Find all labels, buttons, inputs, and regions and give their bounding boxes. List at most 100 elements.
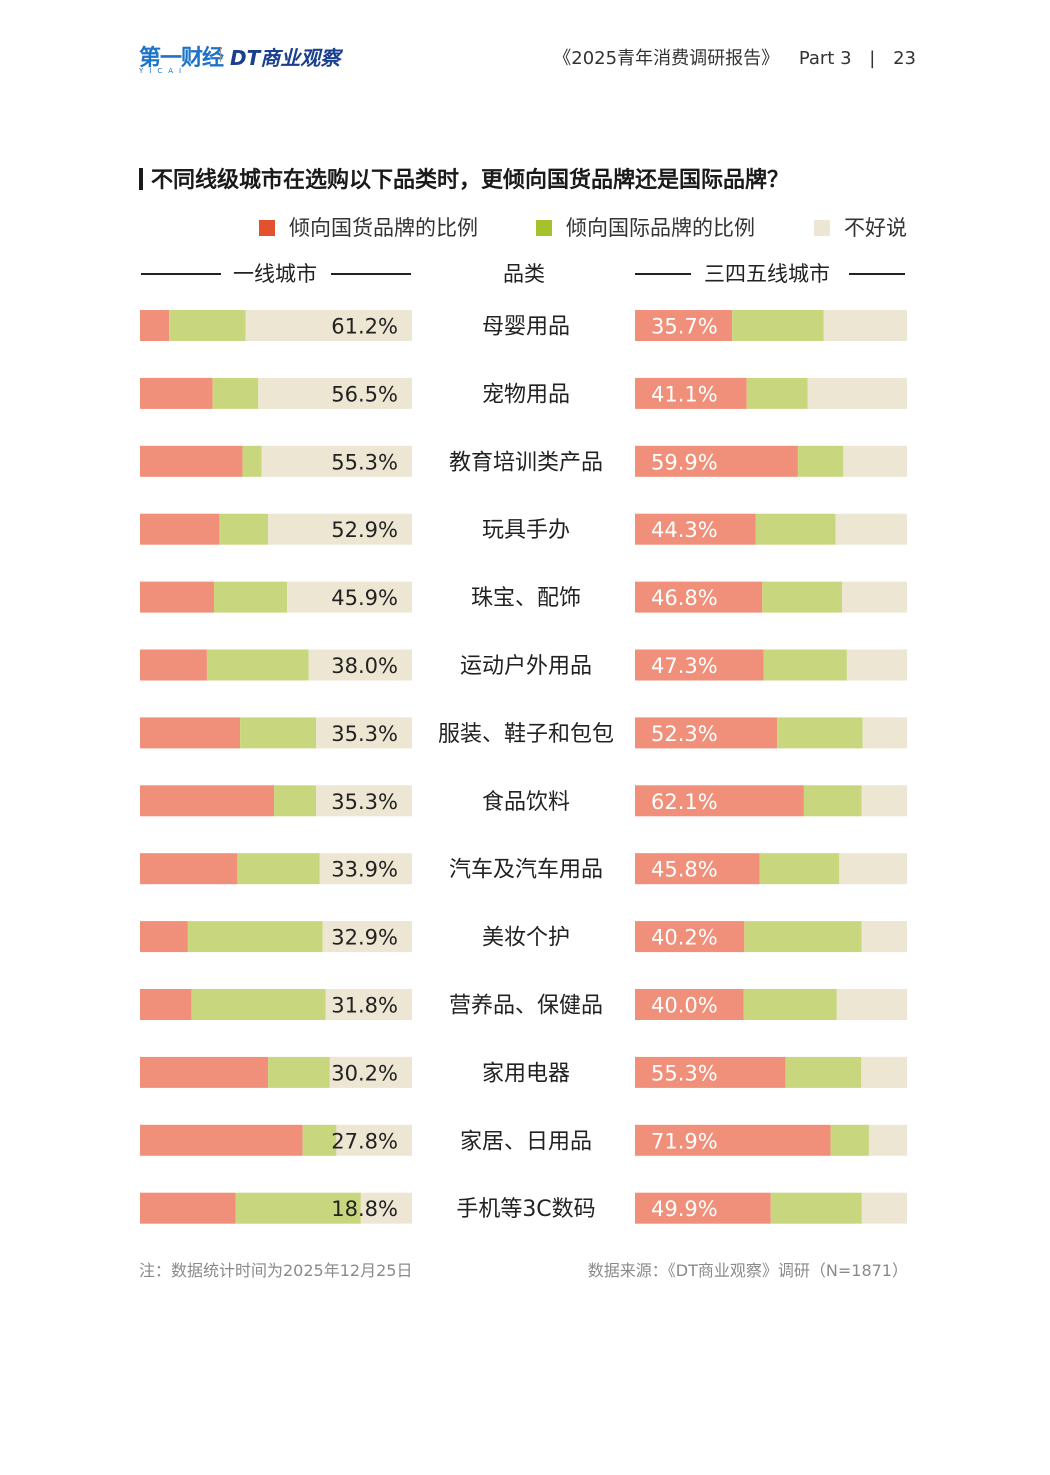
- bar-segment-international: [777, 717, 863, 749]
- legend-international-swatch: [536, 220, 552, 236]
- bar-segment-domestic: [635, 1124, 831, 1156]
- category-label: 家居、日用品: [460, 1129, 592, 1154]
- bar-segment-international: [187, 921, 323, 953]
- value-label: 35.7%: [651, 315, 718, 339]
- bar-segment-domestic: [140, 853, 238, 885]
- bar-segment-domestic: [140, 445, 243, 477]
- bar-segment-domestic: [635, 513, 756, 545]
- bar-segment-international: [240, 717, 316, 749]
- bar-segment-international: [743, 989, 837, 1020]
- bar-segment-unsure: [315, 717, 412, 749]
- bar-segment-international: [191, 989, 326, 1020]
- bar-segment-domestic: [635, 310, 733, 341]
- bar-segment-international: [169, 310, 246, 341]
- bar-segment-unsure: [861, 785, 907, 817]
- footnote: 注：数据统计时间为2025年12月25日: [139, 1261, 413, 1280]
- bar-segment-international: [302, 1124, 337, 1156]
- bar-segment-unsure: [336, 1124, 412, 1156]
- bar-segment-unsure: [258, 377, 412, 409]
- value-label: 41.1%: [651, 382, 718, 406]
- bar-segment-international: [759, 853, 840, 885]
- bar-segment-domestic: [635, 717, 778, 749]
- bar-segment-domestic: [635, 921, 745, 953]
- value-label: 33.9%: [331, 858, 398, 882]
- right-heading-rule-right: [849, 273, 905, 275]
- bar-segment-international: [219, 513, 269, 545]
- bar-segment-domestic: [140, 785, 275, 817]
- dt-logo: DT商业观察: [230, 46, 341, 70]
- value-label: 56.5%: [331, 382, 398, 406]
- bar-segment-unsure: [823, 310, 907, 341]
- chart-title-text: 不同线级城市在选购以下品类时，更倾向国货品牌还是国际品牌？: [151, 168, 790, 193]
- legend-domestic-label: 倾向国货品牌的比例: [289, 216, 478, 240]
- category-label: 食品饮料: [482, 790, 570, 815]
- bar-segment-unsure: [868, 1124, 907, 1156]
- bar-segment-domestic: [140, 513, 220, 545]
- bar-segment-international: [763, 649, 847, 681]
- data-source: 数据来源：《DT商业观察》调研（N=1871）: [587, 1261, 908, 1280]
- yicai-logo: 第一财经 YICAI: [139, 40, 224, 75]
- bar-segment-international: [770, 1192, 862, 1224]
- bar-segment-domestic: [635, 989, 744, 1020]
- bar-segment-unsure: [287, 581, 412, 613]
- bar-segment-unsure: [322, 921, 412, 953]
- bar-segment-domestic: [140, 310, 170, 341]
- report-info: 《2025青年消费调研报告》 Part 3 | 23: [553, 44, 916, 70]
- category-label: 玩具手办: [482, 518, 570, 543]
- bar-segment-unsure: [325, 989, 412, 1020]
- bar-segment-unsure: [315, 785, 412, 817]
- value-label: 45.8%: [651, 858, 718, 882]
- category-label: 手机等3C数码: [456, 1197, 595, 1222]
- category-label: 汽车及汽车用品: [449, 858, 603, 883]
- title-bar-marker: [139, 168, 143, 190]
- bar-segment-international: [235, 1192, 361, 1224]
- bar-segment-international: [732, 310, 824, 341]
- legend-domestic-swatch: [259, 220, 275, 236]
- legend-unsure: 不好说: [814, 212, 907, 242]
- value-label: 38.0%: [331, 654, 398, 678]
- bar-segment-domestic: [140, 581, 214, 613]
- bar-segment-domestic: [635, 649, 764, 681]
- bar-segment-domestic: [140, 377, 213, 409]
- bar-segment-unsure: [862, 717, 907, 749]
- category-label: 服装、鞋子和包包: [438, 722, 614, 747]
- left-heading-rule-right: [331, 273, 411, 275]
- category-label: 母婴用品: [482, 315, 570, 340]
- right-heading-rule-left: [635, 273, 691, 275]
- value-label: 55.3%: [331, 450, 398, 474]
- bar-segment-domestic: [635, 377, 747, 409]
- bar-segment-unsure: [841, 581, 907, 613]
- value-label: 40.0%: [651, 994, 718, 1018]
- bar-segment-unsure: [843, 445, 907, 477]
- legend-international-label: 倾向国际品牌的比例: [566, 216, 755, 240]
- value-label: 35.3%: [331, 722, 398, 746]
- bar-segment-international: [206, 649, 309, 681]
- left-heading-rule-left: [141, 273, 221, 275]
- category-label: 家用电器: [482, 1061, 570, 1086]
- category-label: 珠宝、配饰: [471, 586, 581, 611]
- page-number: 23: [893, 48, 916, 69]
- value-label: 71.9%: [651, 1129, 718, 1153]
- bar-segment-international: [830, 1124, 869, 1156]
- bar-segment-unsure: [861, 921, 907, 953]
- bar-segment-domestic: [140, 1192, 236, 1224]
- bar-segment-international: [213, 581, 288, 613]
- bar-segment-international: [242, 445, 262, 477]
- value-label: 44.3%: [651, 518, 718, 542]
- bar-segment-domestic: [635, 1056, 786, 1088]
- category-label: 美妆个护: [482, 926, 570, 951]
- bar-segment-unsure: [329, 1056, 412, 1088]
- bar-segment-unsure: [861, 1192, 907, 1224]
- bar-segment-domestic: [140, 717, 241, 749]
- value-label: 18.8%: [331, 1197, 398, 1221]
- legend-international: 倾向国际品牌的比例: [536, 212, 755, 242]
- header-separator: |: [869, 48, 876, 69]
- bar-segment-domestic: [635, 581, 763, 613]
- value-label: 46.8%: [651, 586, 718, 610]
- value-label: 61.2%: [331, 315, 398, 339]
- bar-segment-unsure: [807, 377, 907, 409]
- bar-segment-unsure: [308, 649, 412, 681]
- value-label: 49.9%: [651, 1197, 718, 1221]
- value-label: 35.3%: [331, 790, 398, 814]
